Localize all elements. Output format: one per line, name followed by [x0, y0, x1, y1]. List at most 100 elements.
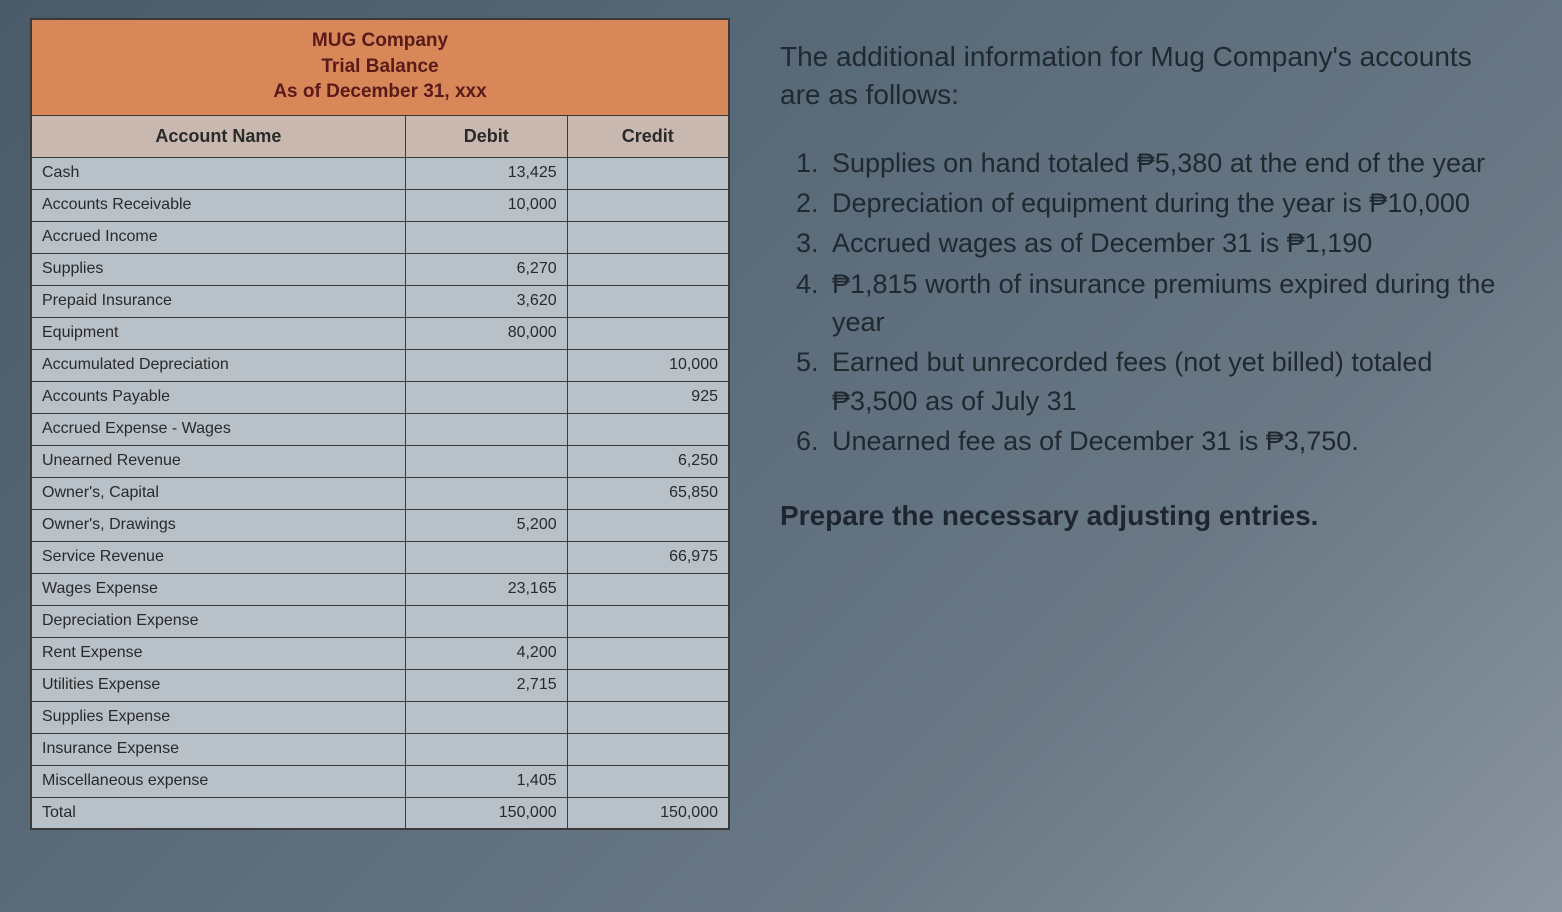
account-name-cell: Accrued Income: [31, 221, 405, 253]
table-row: Rent Expense4,200: [31, 637, 729, 669]
credit-cell: [567, 253, 729, 285]
debit-cell: [405, 701, 567, 733]
account-name-cell: Accumulated Depreciation: [31, 349, 405, 381]
credit-cell: [567, 605, 729, 637]
account-name-cell: Accounts Receivable: [31, 189, 405, 221]
debit-cell: [405, 445, 567, 477]
debit-cell: [405, 477, 567, 509]
table-row: Utilities Expense2,715: [31, 669, 729, 701]
credit-cell: [567, 509, 729, 541]
table-row: Owner's, Drawings5,200: [31, 509, 729, 541]
account-name-cell: Equipment: [31, 317, 405, 349]
credit-cell: [567, 413, 729, 445]
debit-cell: [405, 733, 567, 765]
debit-cell: [405, 413, 567, 445]
credit-cell: [567, 765, 729, 797]
table-row: Equipment80,000: [31, 317, 729, 349]
debit-cell: 23,165: [405, 573, 567, 605]
prepare-instruction: Prepare the necessary adjusting entries.: [780, 500, 1512, 532]
debit-cell: 10,000: [405, 189, 567, 221]
info-list-item: Accrued wages as of December 31 is ₱1,19…: [826, 224, 1512, 262]
table-header-row: Account Name Debit Credit: [31, 115, 729, 157]
table-row: Supplies Expense: [31, 701, 729, 733]
credit-cell: [567, 189, 729, 221]
debit-cell: [405, 541, 567, 573]
credit-cell: 925: [567, 381, 729, 413]
credit-cell: [567, 157, 729, 189]
total-credit-cell: 150,000: [567, 797, 729, 829]
debit-cell: 6,270: [405, 253, 567, 285]
table-row: Cash13,425: [31, 157, 729, 189]
credit-cell: [567, 285, 729, 317]
debit-cell: 2,715: [405, 669, 567, 701]
table-row: Supplies6,270: [31, 253, 729, 285]
account-name-cell: Miscellaneous expense: [31, 765, 405, 797]
account-name-cell: Supplies: [31, 253, 405, 285]
account-name-cell: Owner's, Capital: [31, 477, 405, 509]
account-name-cell: Accounts Payable: [31, 381, 405, 413]
info-list: Supplies on hand totaled ₱5,380 at the e…: [780, 144, 1512, 461]
credit-cell: [567, 221, 729, 253]
credit-cell: 66,975: [567, 541, 729, 573]
table-row: Prepaid Insurance3,620: [31, 285, 729, 317]
credit-cell: [567, 317, 729, 349]
account-name-cell: Wages Expense: [31, 573, 405, 605]
debit-cell: 4,200: [405, 637, 567, 669]
debit-cell: 1,405: [405, 765, 567, 797]
table-row: Accounts Payable 925: [31, 381, 729, 413]
table-row: Depreciation Expense: [31, 605, 729, 637]
info-list-item: Depreciation of equipment during the yea…: [826, 184, 1512, 222]
company-name: MUG Company: [42, 28, 718, 54]
credit-cell: [567, 637, 729, 669]
table-row: Owner's, Capital 65,850: [31, 477, 729, 509]
debit-cell: [405, 349, 567, 381]
table-row: Wages Expense23,165: [31, 573, 729, 605]
total-debit-cell: 150,000: [405, 797, 567, 829]
debit-cell: [405, 605, 567, 637]
credit-cell: 10,000: [567, 349, 729, 381]
info-intro-text: The additional information for Mug Compa…: [780, 38, 1512, 114]
account-name-cell: Supplies Expense: [31, 701, 405, 733]
as-of-line: As of December 31, xxx: [42, 79, 718, 105]
table-row: Service Revenue 66,975: [31, 541, 729, 573]
debit-cell: 5,200: [405, 509, 567, 541]
info-list-item: Supplies on hand totaled ₱5,380 at the e…: [826, 144, 1512, 182]
credit-cell: [567, 733, 729, 765]
table-row: Unearned Revenue 6,250: [31, 445, 729, 477]
debit-cell: 3,620: [405, 285, 567, 317]
col-header-debit: Debit: [405, 115, 567, 157]
account-name-cell: Service Revenue: [31, 541, 405, 573]
account-name-cell: Rent Expense: [31, 637, 405, 669]
table-total-row: Total150,000150,000: [31, 797, 729, 829]
account-name-cell: Cash: [31, 157, 405, 189]
info-list-item: Unearned fee as of December 31 is ₱3,750…: [826, 422, 1512, 460]
table-row: Accrued Expense - Wages: [31, 413, 729, 445]
table-row: Miscellaneous expense1,405: [31, 765, 729, 797]
table-row: Accrued Income: [31, 221, 729, 253]
credit-cell: [567, 701, 729, 733]
trial-balance-panel: MUG Company Trial Balance As of December…: [30, 18, 730, 882]
additional-info-panel: The additional information for Mug Compa…: [780, 18, 1532, 882]
trial-balance-table: MUG Company Trial Balance As of December…: [30, 18, 730, 830]
col-header-account: Account Name: [31, 115, 405, 157]
credit-cell: [567, 573, 729, 605]
account-name-cell: Utilities Expense: [31, 669, 405, 701]
account-name-cell: Prepaid Insurance: [31, 285, 405, 317]
table-row: Accumulated Depreciation 10,000: [31, 349, 729, 381]
report-name: Trial Balance: [42, 54, 718, 80]
account-name-cell: Accrued Expense - Wages: [31, 413, 405, 445]
info-list-item: Earned but unrecorded fees (not yet bill…: [826, 343, 1512, 420]
account-name-cell: Depreciation Expense: [31, 605, 405, 637]
total-label-cell: Total: [31, 797, 405, 829]
debit-cell: [405, 221, 567, 253]
credit-cell: 65,850: [567, 477, 729, 509]
table-row: Insurance Expense: [31, 733, 729, 765]
credit-cell: 6,250: [567, 445, 729, 477]
info-list-item: ₱1,815 worth of insurance premiums expir…: [826, 265, 1512, 342]
account-name-cell: Owner's, Drawings: [31, 509, 405, 541]
col-header-credit: Credit: [567, 115, 729, 157]
debit-cell: 80,000: [405, 317, 567, 349]
debit-cell: 13,425: [405, 157, 567, 189]
account-name-cell: Unearned Revenue: [31, 445, 405, 477]
account-name-cell: Insurance Expense: [31, 733, 405, 765]
